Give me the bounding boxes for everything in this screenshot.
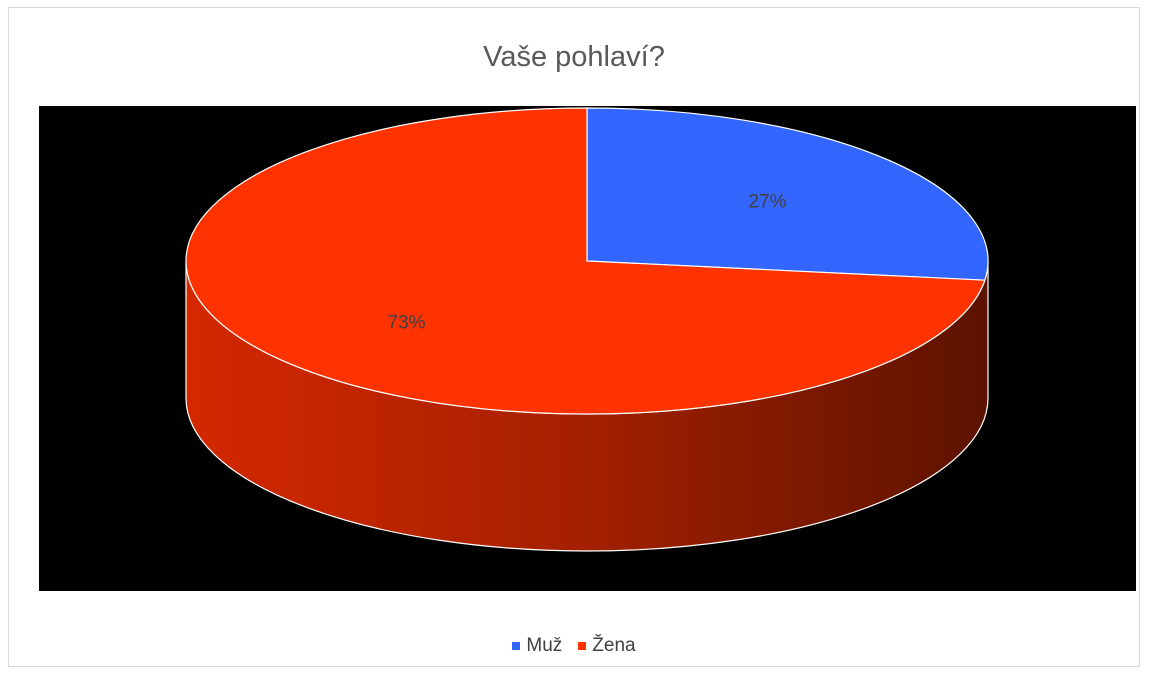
chart-frame: Vaše pohlaví? 27% 73% Muž Žena bbox=[8, 7, 1140, 667]
data-label-zena: 73% bbox=[388, 313, 426, 334]
chart-title: Vaše pohlaví? bbox=[483, 41, 665, 73]
legend-item-zena: Žena bbox=[578, 635, 636, 657]
pie-slice-zena bbox=[185, 107, 986, 415]
legend-swatch-muz bbox=[512, 642, 521, 650]
legend-label-muz: Muž bbox=[526, 635, 563, 656]
legend-swatch-zena bbox=[578, 642, 587, 650]
pie-slice-muz bbox=[586, 107, 989, 281]
legend-item-muz: Muž bbox=[512, 635, 562, 657]
legend-label-zena: Žena bbox=[592, 635, 636, 656]
plot-area: 27% 73% bbox=[39, 106, 1136, 591]
data-label-muz: 27% bbox=[748, 191, 786, 212]
legend: Muž Žena bbox=[9, 635, 1139, 657]
pie-chart: 27% 73% bbox=[185, 107, 989, 552]
